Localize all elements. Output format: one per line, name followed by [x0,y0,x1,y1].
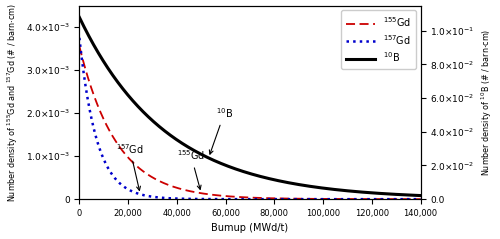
Text: $^{10}$B: $^{10}$B [210,106,233,154]
Line: $^{157}$Gd: $^{157}$Gd [80,38,420,199]
Text: $^{155}$Gd: $^{155}$Gd [177,149,205,189]
Y-axis label: Number density of $^{155}$Gd and $^{157}$Gd (# / barn$\cdot$cm): Number density of $^{155}$Gd and $^{157}… [6,3,20,202]
$^{157}$Gd [345,198,351,201]
$^{157}$Gd [408,198,414,201]
$^{10}$B [242,171,248,174]
Text: $^{157}$Gd: $^{157}$Gd [116,142,143,190]
X-axis label: Bumup (MWd/t): Bumup (MWd/t) [212,223,288,234]
$^{155}$Gd [408,198,414,201]
$^{155}$Gd [76,45,82,48]
Line: $^{155}$Gd: $^{155}$Gd [80,46,420,199]
$^{10}$B [76,16,82,19]
$^{157}$Gd [418,198,424,201]
$^{155}$Gd [408,198,414,201]
$^{155}$Gd [94,102,100,105]
$^{157}$Gd [94,138,100,141]
$^{155}$Gd [345,198,351,201]
$^{155}$Gd [418,198,424,201]
Y-axis label: Number density of $^{10}$B (# / barn$\cdot$cm): Number density of $^{10}$B (# / barn$\cd… [480,29,494,176]
$^{155}$Gd [234,196,239,198]
$^{10}$B [345,190,351,192]
$^{10}$B [94,49,100,52]
Legend: $^{155}$Gd, $^{157}$Gd, $^{10}$B: $^{155}$Gd, $^{157}$Gd, $^{10}$B [341,11,415,69]
Line: $^{10}$B: $^{10}$B [80,17,420,196]
$^{157}$Gd [76,36,82,39]
$^{157}$Gd [242,198,248,201]
$^{155}$Gd [242,196,248,199]
$^{10}$B [408,194,414,196]
$^{10}$B [408,194,414,196]
$^{10}$B [234,168,239,171]
$^{157}$Gd [234,198,239,201]
$^{10}$B [418,194,424,197]
$^{157}$Gd [408,198,414,201]
